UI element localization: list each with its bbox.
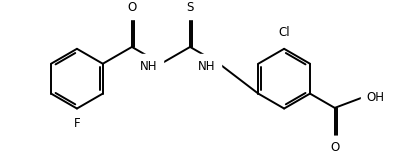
Text: S: S xyxy=(186,0,194,14)
Text: NH: NH xyxy=(198,60,215,73)
Text: Cl: Cl xyxy=(278,27,290,40)
Text: OH: OH xyxy=(366,91,384,104)
Text: F: F xyxy=(74,117,80,130)
Text: O: O xyxy=(330,141,339,154)
Text: O: O xyxy=(127,0,137,14)
Text: NH: NH xyxy=(139,60,157,73)
